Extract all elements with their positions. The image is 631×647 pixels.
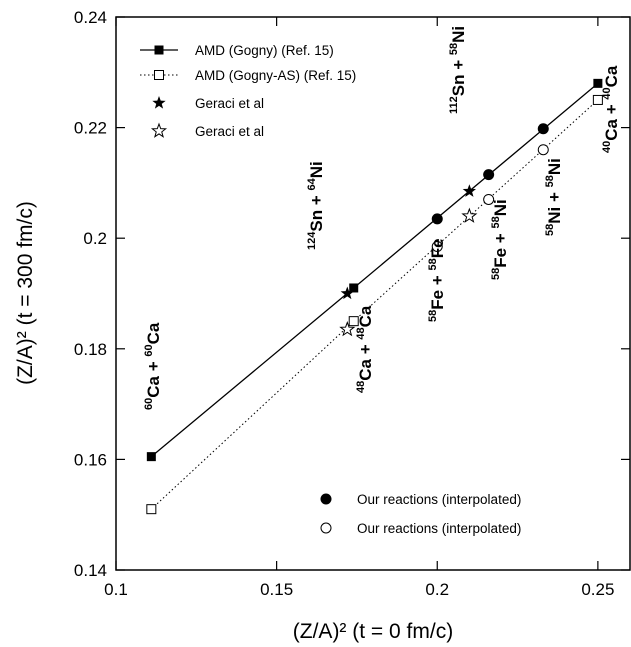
reaction-label-ca60: 60Ca + 60Ca	[143, 322, 163, 410]
legend-marker	[152, 96, 166, 109]
data-point-open-square	[146, 504, 157, 515]
legend-marker	[150, 122, 168, 138]
y-tick-label: 0.22	[74, 119, 107, 138]
y-axis-title: (Z/A)² (t = 300 fm/c)	[14, 201, 37, 385]
legend-label: Geraci et al	[195, 124, 264, 139]
data-point-open-circle	[431, 240, 443, 252]
series-line-1	[150, 99, 599, 510]
data-point-filled-square	[593, 78, 603, 88]
x-axis-title: (Z/A)² (t = 0 fm/c)	[293, 620, 453, 643]
data-point-filled-square	[146, 452, 156, 462]
plot-frame	[115, 16, 631, 571]
legend-label: Our reactions (interpolated)	[357, 521, 521, 536]
data-point-filled-star	[462, 184, 477, 197]
reaction-annotations: 60Ca + 60Ca 48Ca + 48Ca 124Sn + 64Ni 58Fe +…	[143, 26, 621, 410]
legend-label: Geraci et al	[195, 96, 264, 111]
data-point-filled-circle	[537, 123, 549, 135]
y-tick-label: 0.24	[74, 8, 107, 27]
reaction-label-fe58ni: 58Fe + 58Ni	[490, 199, 510, 280]
data-point-filled-circle	[431, 213, 443, 225]
legend-marker	[320, 493, 332, 505]
y-tick-label: 0.2	[83, 229, 107, 248]
reaction-label-ca48: 48Ca + 48Ca	[355, 305, 375, 393]
reaction-label-sn124: 124Sn + 64Ni	[306, 161, 326, 250]
legend-marker	[320, 522, 332, 534]
x-tick-label: 0.1	[104, 580, 128, 599]
x-tick-label: 0.15	[260, 580, 293, 599]
series-markers	[146, 78, 603, 515]
data-point-open-square	[592, 94, 603, 105]
x-tick-label: 0.2	[425, 580, 449, 599]
data-point-open-circle	[483, 193, 495, 205]
reaction-label-fe58: 58Fe + 58Fe	[427, 238, 447, 322]
reaction-label-ca40: 40Ca + 40Ca	[601, 65, 621, 153]
x-tick-label: 0.25	[581, 580, 614, 599]
data-point-open-square	[348, 316, 359, 327]
data-point-open-star	[461, 207, 478, 223]
legend-label: Our reactions (interpolated)	[357, 492, 521, 507]
legend-marker	[154, 70, 164, 80]
series-line-0	[150, 82, 599, 458]
y-tick-label: 0.14	[74, 561, 107, 580]
y-tick-label: 0.18	[74, 340, 107, 359]
data-point-filled-square	[349, 283, 359, 293]
data-point-open-star	[339, 320, 356, 337]
y-tick-label: 0.16	[74, 450, 107, 469]
reaction-label-sn112: 112Sn + 58Ni	[448, 26, 468, 114]
data-point-filled-circle	[483, 169, 495, 181]
legend-marker	[154, 45, 164, 55]
legend-label: AMD (Gogny) (Ref. 15)	[195, 43, 334, 58]
legend: AMD (Gogny) (Ref. 15) AMD (Gogny-AS) (Ref…	[140, 43, 521, 536]
reaction-label-ni58: 58Ni + 58Ni	[544, 158, 564, 236]
series-lines	[150, 82, 599, 510]
axis-ticks: 0.1 0.15 0.2 0.25 0.14 0.16 0.18 0.2 0.22 0.24	[74, 8, 630, 599]
data-point-filled-star	[340, 286, 354, 300]
data-point-open-circle	[537, 144, 549, 156]
legend-label: AMD (Gogny-AS) (Ref. 15)	[195, 68, 356, 83]
